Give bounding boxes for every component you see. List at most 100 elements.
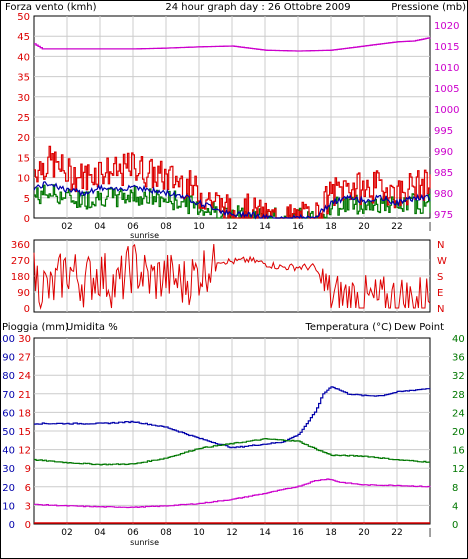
y-rain-tick: 9 — [25, 464, 31, 475]
x-tick-label: 22 — [391, 222, 402, 232]
dewpoint-title: Dew Point — [394, 322, 444, 333]
x-tick-label: 12 — [226, 222, 237, 232]
rain-title: Pioggia (mm) — [2, 322, 69, 333]
y-direction-tick: 360 — [11, 240, 30, 251]
wind-direction-series — [33, 243, 431, 310]
x-tick-label: 02 — [61, 222, 72, 232]
y-temp-tick: 8 — [452, 483, 458, 494]
humidity-series — [34, 386, 431, 449]
y-left-tick-label: 30 — [17, 93, 30, 104]
y-humidity-tick: 50 — [2, 427, 15, 438]
y-right-tick-label: 1000 — [434, 105, 459, 116]
y-left-tick-label: 45 — [17, 32, 30, 43]
x-tick-label: 08 — [160, 222, 172, 232]
compass-label: N — [437, 304, 444, 315]
y-right-tick-label: 1005 — [434, 84, 459, 95]
y-rain-tick: 30 — [18, 334, 31, 345]
y-right-tick-label: 980 — [434, 189, 453, 200]
y-left-tick-label: 10 — [17, 174, 30, 185]
y-left-tick-label: 25 — [17, 113, 30, 124]
chart-title: 24 hour graph day : 26 Ottobre 2009 — [165, 2, 350, 13]
wind-avg-series — [33, 181, 431, 220]
x-tick-label: 02 — [61, 528, 72, 538]
y-humidity-tick: 0 — [9, 520, 15, 531]
wind-pressure-axes: 0510152025303540455097598098599099510001… — [17, 12, 459, 240]
y-rain-tick: 18 — [18, 408, 31, 419]
temperature-series — [34, 438, 430, 466]
y-right-tick-label: 1020 — [434, 21, 459, 32]
y-humidity-tick: 80 — [2, 371, 15, 382]
y-right-tick-label: 975 — [434, 210, 453, 221]
humidity-temp-axes: 0102030405060708090100036912151821242730… — [0, 334, 465, 547]
y-humidity-tick: 20 — [2, 483, 15, 494]
x-tick-label: 14 — [259, 528, 271, 538]
temperature-title: Temperatura (°C) — [304, 322, 392, 333]
wind-speed-title: Forza vento (kmh) — [5, 2, 97, 13]
sunrise-label: sunrise — [130, 231, 159, 240]
y-humidity-tick: 10 — [2, 501, 15, 512]
y-temp-tick: 28 — [452, 390, 465, 401]
x-tick-label: 06 — [127, 528, 139, 538]
sunrise-label: sunrise — [130, 538, 159, 547]
compass-label: W — [437, 256, 447, 267]
y-rain-tick: 21 — [18, 390, 31, 401]
pressure-title: Pressione (mb) — [391, 2, 466, 13]
y-humidity-tick: 100 — [0, 334, 15, 345]
y-left-tick-label: 0 — [24, 214, 30, 225]
x-tick-label: 18 — [325, 528, 337, 538]
y-left-tick-label: 35 — [17, 73, 30, 84]
y-direction-tick: 270 — [11, 256, 30, 267]
y-temp-tick: 20 — [452, 427, 465, 438]
y-left-tick-label: 50 — [17, 12, 30, 23]
x-tick-label: | — [428, 528, 431, 538]
y-direction-tick: 90 — [17, 288, 30, 299]
y-temp-tick: 0 — [452, 520, 458, 531]
x-tick-label: 16 — [292, 528, 304, 538]
y-temp-tick: 24 — [452, 408, 465, 419]
y-humidity-tick: 30 — [2, 464, 15, 475]
y-temp-tick: 32 — [452, 371, 465, 382]
y-humidity-tick: 90 — [2, 353, 15, 364]
humidity-title: Umidita % — [66, 322, 118, 333]
dewpoint-series — [34, 478, 431, 509]
y-temp-tick: 12 — [452, 464, 465, 475]
y-direction-tick: 0 — [24, 304, 30, 315]
y-temp-tick: 36 — [452, 353, 465, 364]
x-tick-label: 04 — [94, 528, 106, 538]
wind-pressure-grid — [34, 16, 430, 218]
x-tick-label: 06 — [127, 222, 139, 232]
x-tick-label: 22 — [391, 528, 402, 538]
y-left-tick-label: 20 — [17, 133, 30, 144]
y-rain-tick: 12 — [18, 446, 31, 457]
y-right-tick-label: 990 — [434, 147, 453, 158]
y-temp-tick: 40 — [452, 334, 465, 345]
x-tick-label: 12 — [226, 528, 237, 538]
x-tick-label: 04 — [94, 222, 106, 232]
y-rain-tick: 24 — [18, 371, 31, 382]
y-humidity-tick: 40 — [2, 446, 15, 457]
compass-label: E — [437, 288, 443, 299]
y-temp-tick: 16 — [452, 446, 465, 457]
y-left-tick-label: 5 — [24, 194, 30, 205]
wind-direction-series — [33, 243, 431, 310]
y-right-tick-label: 995 — [434, 126, 453, 137]
y-right-tick-label: 985 — [434, 168, 453, 179]
y-humidity-tick: 70 — [2, 390, 15, 401]
y-rain-tick: 3 — [25, 501, 31, 512]
humidity-temp-grid — [34, 338, 430, 524]
y-right-tick-label: 1015 — [434, 42, 459, 53]
y-rain-tick: 15 — [18, 427, 31, 438]
x-tick-label: 14 — [259, 222, 271, 232]
y-rain-tick: 27 — [18, 353, 31, 364]
wind-speed-series — [34, 145, 431, 219]
y-rain-tick: 0 — [25, 520, 31, 531]
x-tick-label: | — [428, 222, 431, 232]
wind-pressure-series — [33, 37, 431, 220]
y-left-tick-label: 15 — [17, 153, 30, 164]
y-left-tick-label: 40 — [17, 52, 30, 63]
humidity-temp-series — [34, 386, 431, 524]
compass-label: S — [437, 272, 443, 283]
x-tick-label: 10 — [193, 528, 205, 538]
